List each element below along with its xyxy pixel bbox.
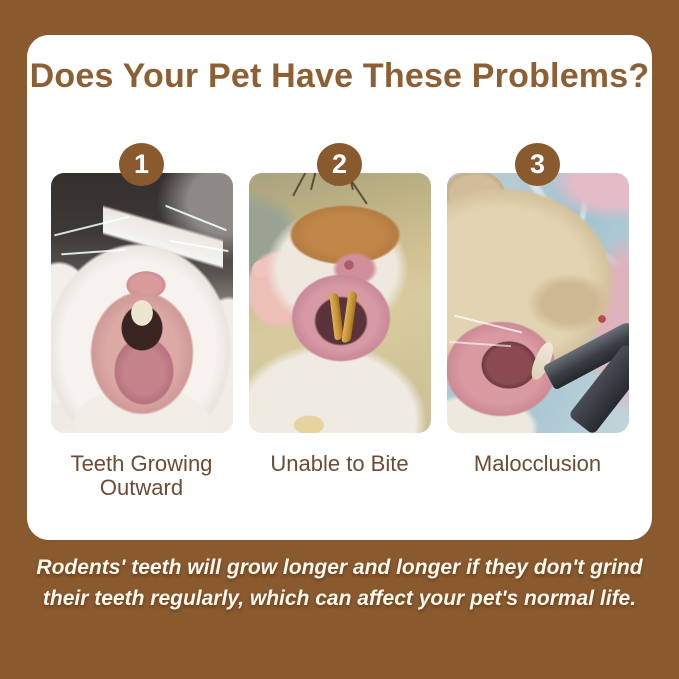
- problem-column-3: 3 Malocclusion: [446, 142, 629, 500]
- problem-photo-unable-to-bite: [248, 172, 431, 433]
- whisker-shape: [453, 314, 522, 334]
- number-badge-3: 3: [515, 142, 560, 186]
- problem-columns: 1 Teeth Growing Outward 2: [27, 142, 652, 500]
- problem-column-1: 1 Teeth Growing Outward: [50, 142, 233, 500]
- number-badge-1: 1: [119, 142, 164, 186]
- content-card: Does Your Pet Have These Problems? 1 Tee…: [27, 35, 652, 540]
- number-badge-2: 2: [317, 142, 362, 186]
- whisker-shape: [53, 215, 130, 237]
- overgrown-tooth-shape: [340, 290, 358, 344]
- whisker-shape: [164, 204, 227, 232]
- page-title: Does Your Pet Have These Problems?: [29, 57, 650, 95]
- whisker-shape: [60, 248, 127, 256]
- badge-number-text: 3: [529, 148, 546, 179]
- badge-number-text: 1: [133, 148, 150, 179]
- problem-label-2: Unable to Bite: [270, 450, 409, 476]
- problem-photo-malocclusion: [446, 172, 629, 433]
- overgrown-tooth-shape: [328, 292, 344, 341]
- footer-text: Rodents' teeth will grow longer and long…: [36, 556, 643, 610]
- problem-label-1: Teeth Growing Outward: [70, 450, 213, 500]
- problem-label-3: Malocclusion: [473, 450, 602, 476]
- problem-photo-teeth-growing-outward: [50, 172, 233, 433]
- whisker-shape: [448, 340, 511, 347]
- whisker-shape: [168, 239, 229, 252]
- problem-column-2: 2 Unable to Bite: [248, 142, 431, 500]
- badge-number-text: 2: [331, 148, 348, 179]
